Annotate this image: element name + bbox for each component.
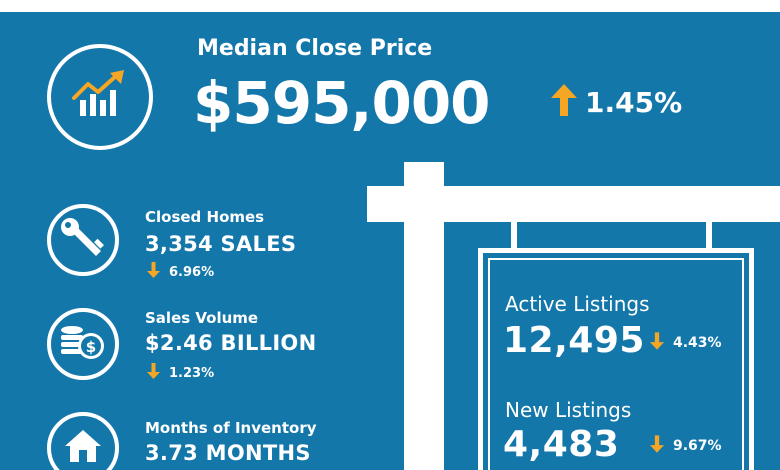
stat-change: 1.23% xyxy=(147,363,214,383)
active-listings-change-value: 4.43% xyxy=(673,335,722,351)
stat-change-value: 6.96% xyxy=(169,264,215,280)
new-listings-change-value: 9.67% xyxy=(673,438,722,454)
svg-text:$: $ xyxy=(86,338,96,356)
sign-board xyxy=(478,248,754,470)
stat-icon-circle xyxy=(47,412,119,470)
stat-change-value: 1.23% xyxy=(169,365,215,381)
hero-change-value: 1.45% xyxy=(585,85,683,119)
sign-chain-right xyxy=(706,222,712,248)
house-icon xyxy=(63,428,103,468)
coins-icon: $ xyxy=(60,322,106,366)
hero-label: Median Close Price xyxy=(197,36,433,61)
stat-label: Months of Inventory xyxy=(145,419,317,437)
sign-chain-left xyxy=(511,222,517,248)
stat-value: $2.46 BILLION xyxy=(145,331,317,355)
stat-label: Sales Volume xyxy=(145,309,259,327)
arrow-down-icon xyxy=(650,332,664,354)
key-icon xyxy=(59,216,107,264)
sign-arm xyxy=(367,186,780,222)
stat-value: 3.73 MONTHS xyxy=(145,441,311,465)
active-listings-label: Active Listings xyxy=(505,292,650,316)
new-listings-value: 4,483 xyxy=(503,424,620,465)
arrow-up-icon xyxy=(551,84,577,120)
arrow-down-icon xyxy=(147,262,160,282)
rising-chart-icon xyxy=(72,70,128,124)
arrow-down-icon xyxy=(650,435,664,457)
stat-change: 6.96% xyxy=(147,262,214,282)
stat-icon-circle xyxy=(47,204,119,276)
stat-value: 3,354 SALES xyxy=(145,232,297,256)
active-listings-change: 4.43% xyxy=(650,332,722,354)
hero-value: $595,000 xyxy=(193,69,491,137)
new-listings-label: New Listings xyxy=(505,398,632,422)
infographic-panel: Median Close Price $595,000 1.45% Closed… xyxy=(0,12,780,470)
new-listings-change: 9.67% xyxy=(650,435,722,457)
hero-icon-circle xyxy=(47,44,153,150)
arrow-down-icon xyxy=(147,363,160,383)
hero-change: 1.45% xyxy=(551,84,682,120)
active-listings-value: 12,495 xyxy=(503,320,645,361)
sign-board-inner xyxy=(488,258,744,470)
stat-icon-circle: $ xyxy=(47,308,119,380)
stat-label: Closed Homes xyxy=(145,208,265,226)
